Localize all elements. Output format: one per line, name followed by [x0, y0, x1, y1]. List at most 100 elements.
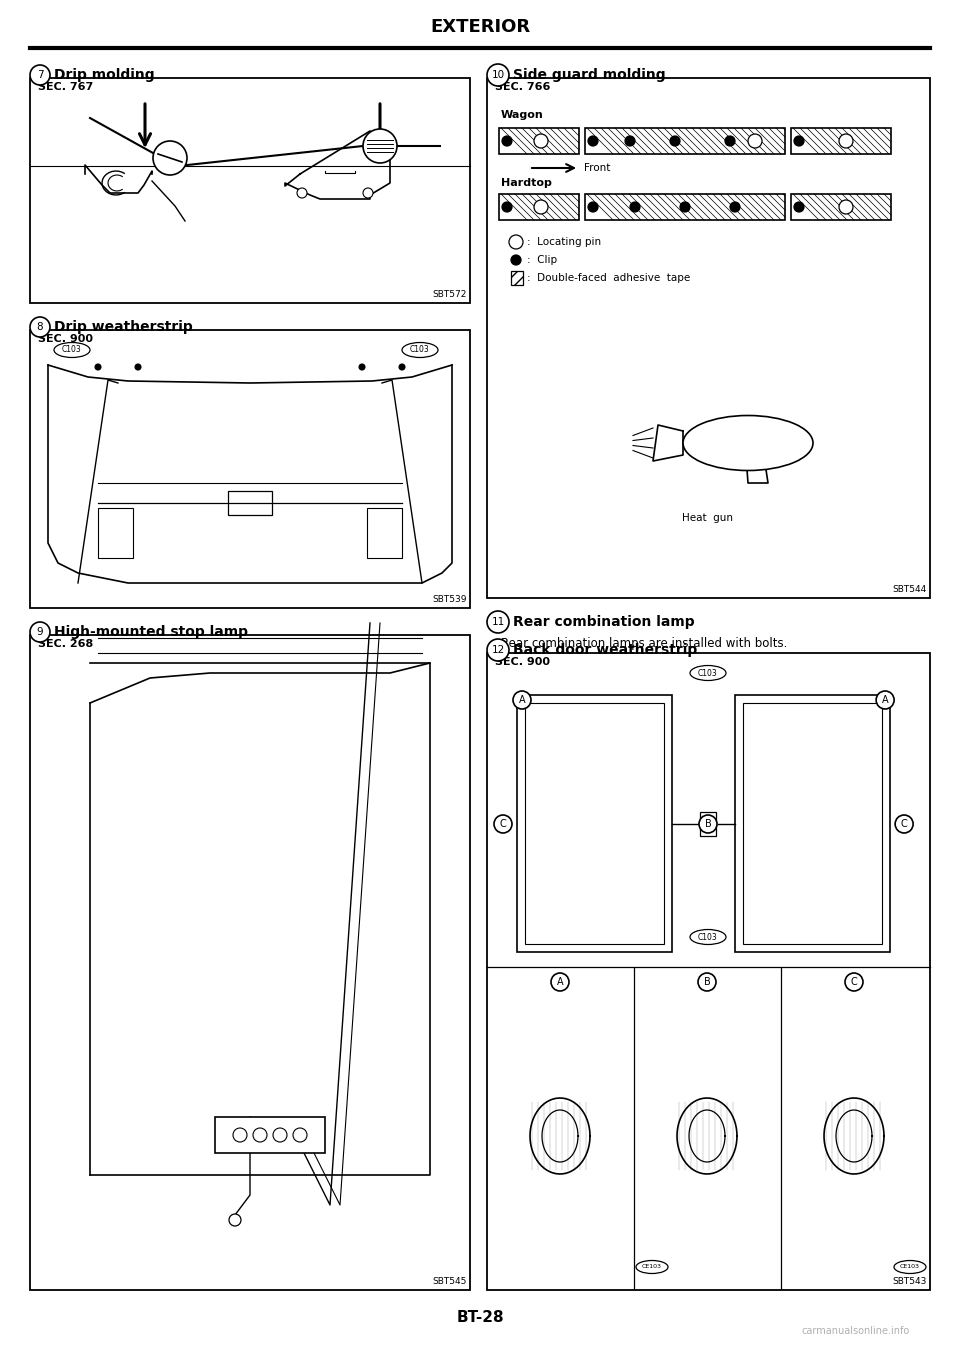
- Ellipse shape: [690, 665, 726, 680]
- Circle shape: [153, 141, 187, 175]
- Text: 10: 10: [492, 71, 505, 80]
- Text: C103: C103: [698, 933, 718, 941]
- Circle shape: [680, 202, 690, 212]
- Circle shape: [895, 815, 913, 832]
- Text: A: A: [882, 695, 888, 705]
- Text: B: B: [705, 819, 711, 828]
- Circle shape: [30, 316, 50, 337]
- Text: 8: 8: [36, 322, 43, 331]
- Circle shape: [588, 202, 598, 212]
- Circle shape: [670, 136, 680, 147]
- Circle shape: [502, 136, 512, 147]
- Circle shape: [588, 136, 598, 147]
- Circle shape: [363, 187, 373, 198]
- Text: Rear combination lamp: Rear combination lamp: [513, 615, 695, 629]
- Text: SEC. 767: SEC. 767: [38, 81, 93, 92]
- Text: SBT572: SBT572: [433, 291, 467, 299]
- Text: C: C: [900, 819, 907, 828]
- Circle shape: [699, 815, 717, 832]
- Circle shape: [698, 972, 716, 991]
- Text: Drip weatherstrip: Drip weatherstrip: [54, 320, 193, 334]
- Circle shape: [487, 611, 509, 633]
- Bar: [517, 695, 672, 952]
- Bar: [585, 128, 785, 153]
- Text: Heat  gun: Heat gun: [683, 513, 733, 523]
- Text: A: A: [518, 695, 525, 705]
- Text: EXTERIOR: EXTERIOR: [430, 18, 530, 37]
- Text: SBT539: SBT539: [433, 595, 467, 604]
- Bar: [30, 330, 470, 608]
- Circle shape: [794, 202, 804, 212]
- Circle shape: [494, 815, 512, 832]
- Circle shape: [534, 134, 548, 148]
- Circle shape: [509, 235, 523, 249]
- Text: :  Clip: : Clip: [527, 255, 557, 265]
- Circle shape: [95, 364, 101, 369]
- Circle shape: [363, 129, 397, 163]
- Text: C103: C103: [62, 345, 82, 354]
- Bar: [791, 128, 891, 153]
- Circle shape: [487, 640, 509, 661]
- Circle shape: [229, 1214, 241, 1226]
- Text: Rear combination lamps are installed with bolts.: Rear combination lamps are installed wit…: [501, 637, 787, 650]
- Circle shape: [876, 691, 894, 709]
- Text: C: C: [499, 819, 506, 828]
- Text: High-mounted stop lamp: High-mounted stop lamp: [54, 625, 248, 640]
- Circle shape: [534, 200, 548, 215]
- Text: Wagon: Wagon: [501, 110, 543, 120]
- Text: :  Locating pin: : Locating pin: [527, 238, 601, 247]
- Bar: [487, 653, 930, 1290]
- Text: SBT543: SBT543: [893, 1277, 927, 1286]
- Bar: [215, 1118, 325, 1153]
- Circle shape: [845, 972, 863, 991]
- Text: 7: 7: [36, 71, 43, 80]
- Text: 9: 9: [36, 627, 43, 637]
- Circle shape: [30, 622, 50, 642]
- Text: :  Double-faced  adhesive  tape: : Double-faced adhesive tape: [527, 273, 690, 282]
- Circle shape: [513, 691, 531, 709]
- Text: Side guard molding: Side guard molding: [513, 68, 665, 81]
- Circle shape: [297, 187, 307, 198]
- Bar: [487, 77, 930, 598]
- Bar: [367, 508, 402, 558]
- Circle shape: [135, 364, 141, 369]
- Bar: [700, 812, 716, 837]
- Text: A: A: [557, 976, 564, 987]
- Bar: [791, 194, 891, 220]
- Circle shape: [399, 364, 405, 369]
- Text: 11: 11: [492, 617, 505, 627]
- Bar: [743, 703, 882, 944]
- Circle shape: [359, 364, 365, 369]
- Text: 12: 12: [492, 645, 505, 655]
- Text: carmanualsonline.info: carmanualsonline.info: [802, 1325, 910, 1336]
- Circle shape: [551, 972, 569, 991]
- Bar: [30, 636, 470, 1290]
- Text: C103: C103: [410, 345, 430, 354]
- Text: SEC. 766: SEC. 766: [495, 81, 550, 92]
- Bar: [98, 508, 133, 558]
- Ellipse shape: [894, 1260, 926, 1274]
- Text: C103: C103: [698, 668, 718, 678]
- Text: Back door weatherstrip: Back door weatherstrip: [513, 642, 697, 657]
- Bar: [228, 492, 272, 515]
- Text: SEC. 900: SEC. 900: [495, 657, 550, 667]
- Circle shape: [839, 134, 853, 148]
- Circle shape: [502, 202, 512, 212]
- Text: CE103: CE103: [642, 1264, 662, 1270]
- Text: CE103: CE103: [900, 1264, 920, 1270]
- Circle shape: [487, 64, 509, 86]
- Bar: [511, 272, 523, 285]
- Ellipse shape: [54, 342, 90, 357]
- Bar: [499, 194, 579, 220]
- Circle shape: [511, 255, 521, 265]
- Text: SBT544: SBT544: [893, 585, 927, 593]
- Circle shape: [30, 65, 50, 86]
- Circle shape: [730, 202, 740, 212]
- Bar: [30, 77, 470, 303]
- Text: SEC. 900: SEC. 900: [38, 334, 93, 344]
- Ellipse shape: [402, 342, 438, 357]
- Text: SEC. 268: SEC. 268: [38, 640, 93, 649]
- Circle shape: [748, 134, 762, 148]
- Bar: [499, 128, 579, 153]
- Circle shape: [725, 136, 735, 147]
